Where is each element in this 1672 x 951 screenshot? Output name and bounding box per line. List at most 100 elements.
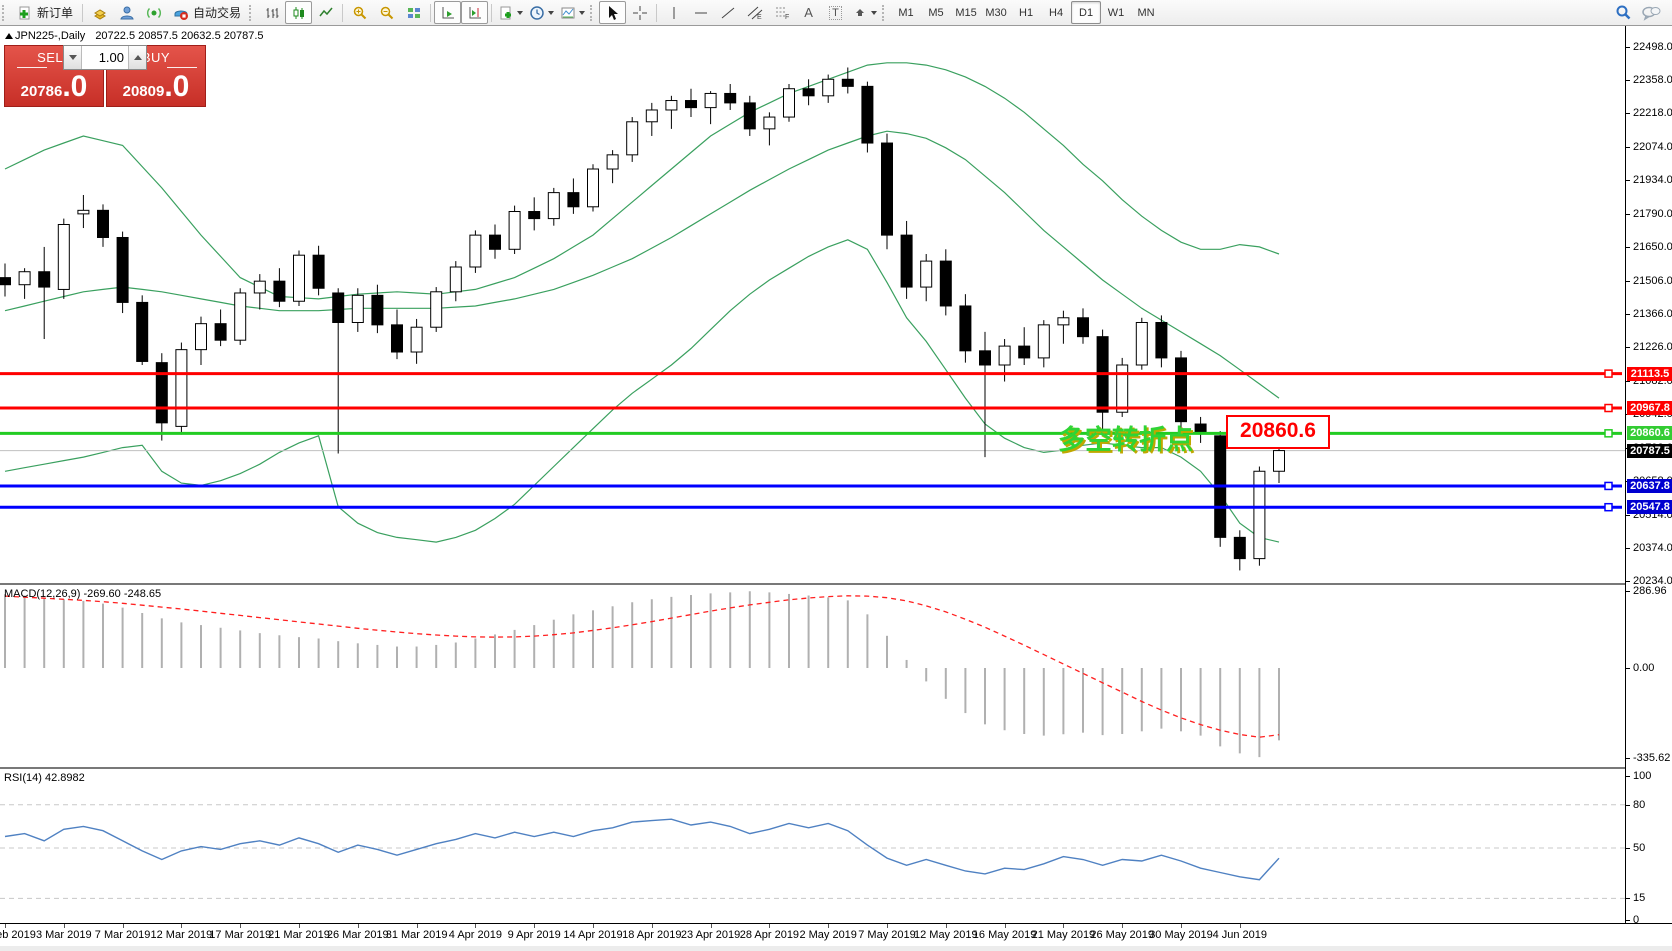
periods-button[interactable] xyxy=(526,1,557,24)
timeframe-m30-button[interactable]: M30 xyxy=(985,6,1007,19)
timeframe-mn-button[interactable]: MN xyxy=(1137,6,1155,19)
date-label: 26 Mar 2019 xyxy=(326,929,389,941)
cursor-button[interactable] xyxy=(599,1,627,24)
time-tick xyxy=(1004,924,1006,928)
horizontal-line-icon xyxy=(694,12,707,13)
volume-increase-button[interactable] xyxy=(128,46,146,69)
timeframe-m1-button[interactable]: M1 xyxy=(898,6,914,19)
market-watch-button[interactable] xyxy=(86,1,113,24)
tile-windows-icon xyxy=(407,7,420,18)
candlestick-mode-button[interactable] xyxy=(285,1,313,24)
symbol-period-label: JPN225-,Daily xyxy=(15,30,86,42)
chat-bubbles-icon xyxy=(1641,6,1660,21)
volume-spinner: 1.00 xyxy=(63,45,147,70)
macd-label: MACD(12,26,9) -269.60 -248.65 xyxy=(4,588,162,600)
new-order-button[interactable]: 新订单 xyxy=(11,1,79,24)
vertical-line-icon xyxy=(673,6,675,19)
toolbar-grip[interactable] xyxy=(882,4,889,21)
rsi-svg xyxy=(0,804,1625,899)
bar-chart-mode-button[interactable] xyxy=(258,1,285,24)
date-label: 21 Mar 2019 xyxy=(268,929,330,941)
equidistant-channel-tool[interactable]: E xyxy=(741,1,768,24)
auto-scroll-icon xyxy=(442,6,454,18)
timeframe-h4-button[interactable]: H4 xyxy=(1049,6,1064,19)
increase-arrow-icon xyxy=(133,55,142,60)
text-tool-icon: A xyxy=(804,5,813,20)
volume-value[interactable]: 1.00 xyxy=(98,50,124,65)
chart-shift-button[interactable] xyxy=(461,1,489,24)
date-label: 23 Apr 2019 xyxy=(680,929,741,941)
fibonacci-icon: F xyxy=(775,7,789,21)
text-label-tool[interactable]: T xyxy=(822,1,849,24)
price-axis[interactable]: 22498.0 22358.0 22218.0 22074.0 21934.0 21790… xyxy=(1625,26,1672,926)
trendline-tool[interactable] xyxy=(714,1,741,24)
pivot-value-box[interactable]: 20860.6 xyxy=(1226,415,1330,449)
price-level-badge: 20787.5 xyxy=(1627,443,1672,458)
timeframe-d1-button[interactable]: D1 xyxy=(1071,1,1102,24)
timeframe-m5-button[interactable]: M5 xyxy=(928,6,944,19)
trendline-icon xyxy=(721,7,734,18)
date-label: 18 Apr 2019 xyxy=(622,929,682,941)
profiles-button[interactable] xyxy=(113,1,140,24)
equidistant-channel-icon: E xyxy=(747,6,762,21)
new-order-icon xyxy=(19,6,30,19)
text-tool[interactable]: A xyxy=(795,1,822,24)
svg-text:F: F xyxy=(785,14,789,21)
templates-button[interactable] xyxy=(557,1,588,24)
autotrading-button[interactable]: 自动交易 xyxy=(167,1,247,24)
date-label: 4 Jun 2019 xyxy=(1212,929,1268,941)
crosshair-button[interactable] xyxy=(626,1,653,24)
zoom-in-button[interactable] xyxy=(346,1,373,24)
line-chart-mode-button[interactable] xyxy=(312,1,339,24)
signals-button[interactable] xyxy=(140,1,167,24)
volume-decrease-button[interactable] xyxy=(64,46,82,69)
chart-annotation-text[interactable]: 多空转折点 xyxy=(1058,425,1193,455)
dropdown-arrow-icon xyxy=(871,10,878,15)
autotrading-icon xyxy=(174,10,189,20)
buy-price-frac: .0 xyxy=(164,70,190,103)
timeframe-h1-button[interactable]: H1 xyxy=(1019,6,1034,19)
horizontal-line-tool[interactable] xyxy=(687,1,714,24)
time-tick xyxy=(1181,924,1182,928)
sell-button-label[interactable]: SELL xyxy=(37,50,71,65)
rsi-label: RSI(14) 42.8982 xyxy=(4,772,85,784)
time-tick xyxy=(769,924,771,928)
template-icon xyxy=(561,7,575,18)
vertical-line-tool[interactable] xyxy=(660,1,687,24)
search-button[interactable] xyxy=(1610,1,1637,24)
date-label: 28 Apr 2019 xyxy=(739,929,800,941)
date-label: 26 Feb 2019 xyxy=(0,929,36,941)
price-level-badge: 20637.8 xyxy=(1627,478,1672,493)
community-chat-button[interactable] xyxy=(1637,1,1664,24)
rsi-panel[interactable]: RSI(14) 42.8982 xyxy=(0,767,1625,925)
buy-button-label[interactable]: BUY xyxy=(141,50,171,65)
time-tick xyxy=(240,924,242,928)
toolbar-grip[interactable] xyxy=(2,4,9,21)
time-tick xyxy=(357,924,359,928)
profiles-icon xyxy=(119,6,134,19)
arrows-tool[interactable] xyxy=(849,1,880,24)
time-tick xyxy=(887,924,888,928)
auto-scroll-button[interactable] xyxy=(434,1,462,24)
toolbar-grip[interactable] xyxy=(249,4,256,21)
chart-title-bar: JPN225-,Daily 20722.5 20857.5 20632.5 20… xyxy=(5,30,264,42)
price-level-badge: 20967.8 xyxy=(1627,401,1672,416)
toolbar-grip[interactable] xyxy=(590,4,597,21)
zoom-in-icon xyxy=(353,6,366,19)
collapse-icon[interactable] xyxy=(5,33,13,39)
timeframe-m15-button[interactable]: M15 xyxy=(955,6,977,19)
tile-windows-button[interactable] xyxy=(400,1,427,24)
window-bottom-edge xyxy=(0,946,1672,951)
timeframe-w1-button[interactable]: W1 xyxy=(1107,6,1125,19)
cursor-icon xyxy=(608,5,618,20)
macd-panel[interactable]: MACD(12,26,9) -269.60 -248.65 xyxy=(0,583,1625,769)
main-chart-canvas[interactable] xyxy=(0,26,1625,583)
zoom-out-button[interactable] xyxy=(373,1,400,24)
svg-text:E: E xyxy=(757,14,762,21)
fibonacci-tool[interactable]: F xyxy=(768,1,795,24)
date-label: 7 May 2019 xyxy=(858,929,916,941)
time-tick xyxy=(593,924,594,928)
candlestick-icon xyxy=(293,6,304,19)
indicators-button[interactable] xyxy=(495,1,526,24)
